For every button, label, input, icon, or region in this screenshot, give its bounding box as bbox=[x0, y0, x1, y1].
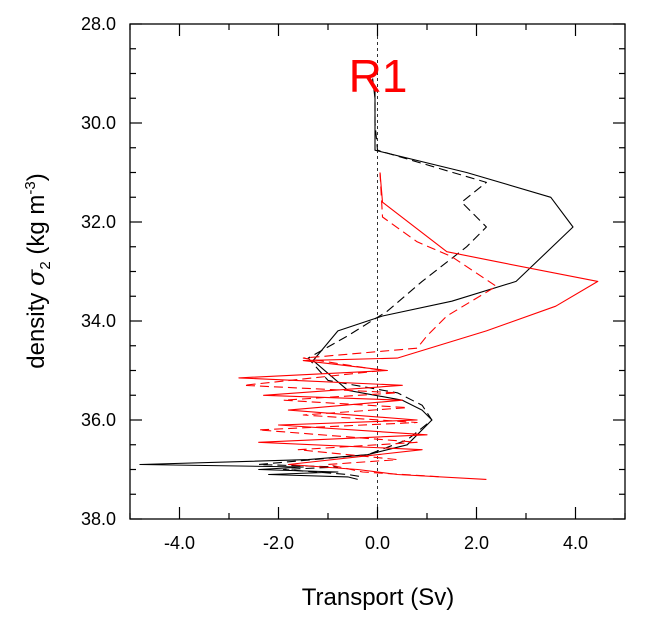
x-tick-label: -2.0 bbox=[263, 533, 294, 553]
y-tick-label: 38.0 bbox=[81, 509, 116, 529]
y-axis-title: density σ2 (kg m-3) bbox=[22, 173, 54, 368]
y-tick-label: 30.0 bbox=[81, 113, 116, 133]
y-tick-label: 32.0 bbox=[81, 212, 116, 232]
x-tick-label: 4.0 bbox=[563, 533, 588, 553]
panel-label: R1 bbox=[349, 50, 408, 102]
y-title-unit-open: (kg m bbox=[23, 195, 50, 262]
axis-ticks bbox=[129, 23, 626, 520]
x-tick-labels: -4.0 -2.0 0.0 2.0 4.0 bbox=[164, 533, 588, 553]
y-title-subscript: 2 bbox=[37, 261, 54, 269]
x-tick-label: 0.0 bbox=[365, 533, 390, 553]
series-line-4 bbox=[243, 172, 497, 478]
x-tick-label: 2.0 bbox=[464, 533, 489, 553]
series-line-2 bbox=[258, 88, 487, 478]
y-tick-label: 34.0 bbox=[81, 311, 116, 331]
y-tick-labels: 28.0 30.0 32.0 34.0 36.0 38.0 bbox=[81, 14, 116, 529]
y-tick-label: 28.0 bbox=[81, 14, 116, 34]
y-title-sigma: σ bbox=[22, 269, 50, 286]
plot-frame bbox=[129, 23, 626, 520]
series-group bbox=[139, 78, 599, 480]
series-line-3 bbox=[238, 172, 599, 480]
y-tick-label: 36.0 bbox=[81, 410, 116, 430]
y-title-unit-close: ) bbox=[23, 173, 50, 181]
x-axis-title: Transport (Sv) bbox=[302, 584, 454, 611]
y-title-prefix: density bbox=[23, 286, 50, 369]
x-tick-label: -4.0 bbox=[164, 533, 195, 553]
y-title-unit-exp: -3 bbox=[22, 181, 39, 194]
